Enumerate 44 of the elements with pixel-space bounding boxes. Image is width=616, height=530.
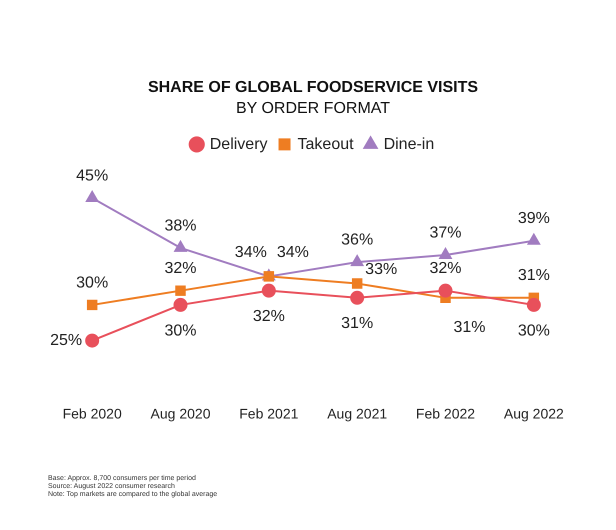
point <box>85 334 100 348</box>
x-tick-label: Feb 2022 <box>416 405 476 422</box>
data-label: 32% <box>164 260 197 278</box>
data-label: 39% <box>518 210 550 228</box>
data-label: 34% <box>234 244 267 261</box>
point <box>528 234 540 245</box>
legend-label: Delivery <box>210 136 268 153</box>
data-label: 25% <box>50 332 82 349</box>
data-label: 31% <box>341 315 374 332</box>
chart-subtitle: BY ORDER FORMAT <box>236 100 390 118</box>
data-label: 37% <box>429 224 462 242</box>
point <box>350 290 364 305</box>
data-label: 36% <box>341 232 374 249</box>
point <box>174 240 187 252</box>
x-tick-label: Aug 2022 <box>504 405 564 422</box>
point <box>174 298 188 312</box>
data-label: 32% <box>429 260 462 278</box>
data-label: 30% <box>164 322 197 340</box>
data-label: 45% <box>76 167 108 184</box>
x-tick-label: Feb 2020 <box>62 405 122 422</box>
x-tick-label: Aug 2021 <box>327 405 388 422</box>
data-label: 32% <box>252 308 285 326</box>
point <box>264 271 274 282</box>
data-label: 30% <box>76 274 108 292</box>
data-label: 31% <box>518 267 550 284</box>
point <box>86 300 98 310</box>
point <box>262 284 276 298</box>
x-tick-label: Feb 2021 <box>239 405 299 422</box>
chart-title: SHARE OF GLOBAL FOODSERVICE VISITS <box>148 79 478 96</box>
point <box>352 278 362 289</box>
data-label: 34% <box>276 244 309 261</box>
data-label: 30% <box>518 322 550 340</box>
legend-label: Takeout <box>298 136 354 153</box>
legend-label: Dine-in <box>384 136 434 153</box>
x-tick-label: Aug 2020 <box>150 405 211 422</box>
data-label: 38% <box>164 217 197 234</box>
point <box>439 248 452 260</box>
point <box>350 255 364 266</box>
point <box>86 191 98 202</box>
point <box>438 284 452 298</box>
point <box>526 298 541 312</box>
data-label: 33% <box>365 260 398 278</box>
point <box>175 285 186 296</box>
data-label: 31% <box>454 319 486 336</box>
